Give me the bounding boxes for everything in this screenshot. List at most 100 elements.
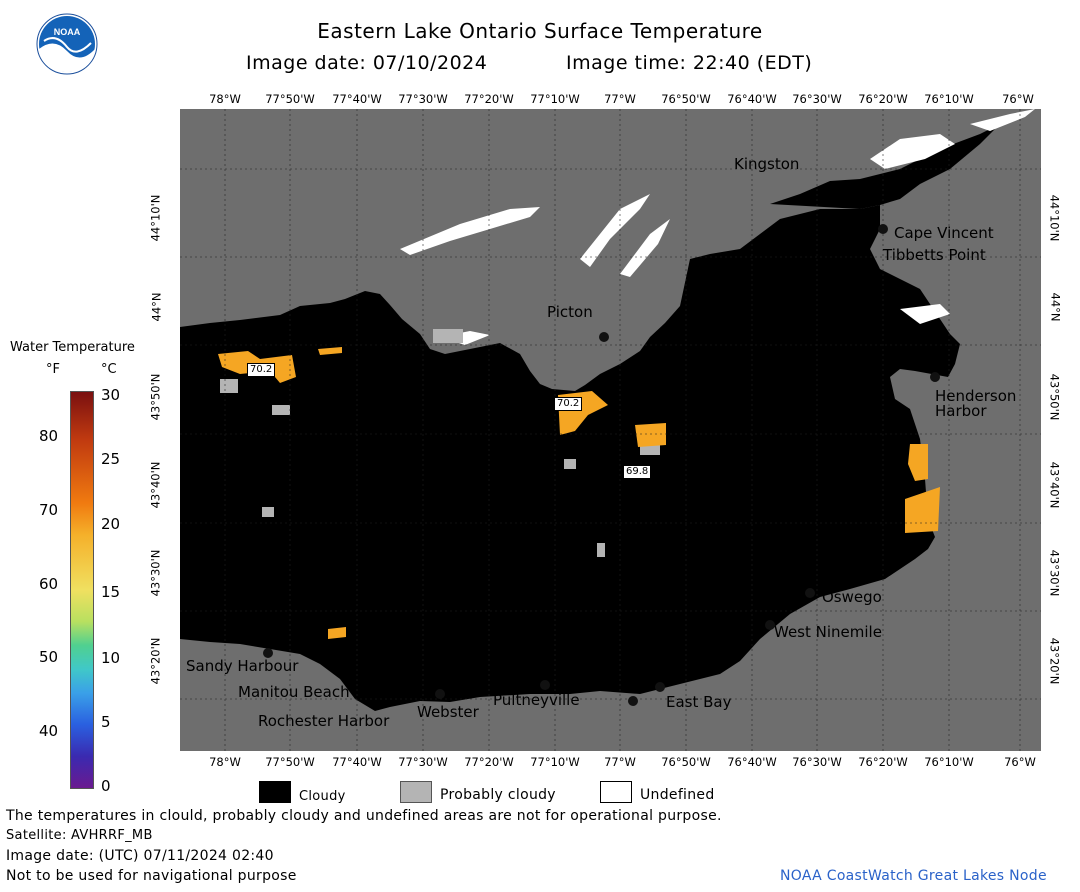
- f-tick: 50: [39, 648, 59, 666]
- temp-callout: 70.2: [247, 363, 276, 377]
- lon-label: 77°10'W: [530, 755, 580, 769]
- lon-label: 76°10'W: [924, 755, 974, 769]
- lat-lon-grid: [180, 109, 1041, 751]
- place-markers: [263, 224, 940, 706]
- lake-cloudy-area: [180, 205, 960, 711]
- probably-cloudy-patch: [262, 507, 274, 517]
- lon-label: 78°W: [209, 755, 241, 769]
- place-label: Manitou Beach: [238, 683, 350, 701]
- warm-water-patch: [905, 487, 940, 533]
- lat-label: 43°20'N: [148, 637, 163, 685]
- temp-callout: 70.2: [554, 397, 583, 411]
- c-tick: 15: [101, 583, 121, 601]
- lon-label: 76°20'W: [858, 92, 908, 106]
- c-tick: 5: [101, 713, 111, 731]
- bottom-lon-axis: 78°W 77°50'W 77°40'W 77°30'W 77°20'W 77°…: [0, 755, 1080, 771]
- probably-cloudy-patch: [433, 329, 463, 343]
- c-tick: 30: [101, 386, 121, 404]
- c-tick: 25: [101, 450, 121, 468]
- image-time-label: Image time: 22:40 (EDT): [566, 52, 813, 74]
- right-lat-axis: 44°10'N 44°N 43°50'N 43°40'N 43°30'N 43°…: [1041, 108, 1080, 752]
- lon-label: 77°W: [604, 92, 636, 106]
- lon-label: 77°10'W: [530, 92, 580, 106]
- f-tick: 70: [39, 501, 59, 519]
- disclaimer-text: The temperatures in clould, probably clo…: [6, 808, 722, 824]
- undefined-swatch: [600, 781, 632, 803]
- lake-map: [180, 109, 1041, 751]
- legend-title: Water Temperature: [10, 340, 135, 355]
- probably-cloudy-label: Probably cloudy: [440, 787, 556, 803]
- undefined-shore-4: [870, 134, 955, 169]
- place-label: Harbor: [935, 402, 987, 420]
- place-label: Tibbetts Point: [883, 246, 986, 264]
- lat-label: 44°N: [1048, 292, 1063, 322]
- place-label: Henderson: [935, 387, 1017, 405]
- probably-cloudy-patch: [640, 445, 660, 455]
- lat-label: 43°40'N: [1047, 461, 1062, 509]
- legend-unit-f: °F: [46, 362, 60, 377]
- undefined-label: Undefined: [640, 787, 715, 803]
- lon-label: 76°W: [1002, 92, 1034, 106]
- lon-label: 76°40'W: [727, 755, 777, 769]
- logo-text: NOAA: [54, 27, 81, 37]
- legend-unit-c: °C: [101, 362, 117, 377]
- place-label: Kingston: [734, 155, 800, 173]
- warm-water-patch: [318, 347, 342, 355]
- credit-link[interactable]: NOAA CoastWatch Great Lakes Node: [780, 868, 1047, 884]
- color-scale-bar: [70, 391, 94, 789]
- lat-label: 44°N: [149, 292, 164, 322]
- lon-label: 77°50'W: [265, 92, 315, 106]
- lon-label: 76°20'W: [858, 755, 908, 769]
- lon-label: 78°W: [209, 92, 241, 106]
- lat-label: 43°30'N: [148, 549, 163, 597]
- lon-label: 77°20'W: [464, 92, 514, 106]
- page-title: Eastern Lake Ontario Surface Temperature: [317, 19, 763, 43]
- place-label: Picton: [547, 303, 593, 321]
- lat-label: 43°50'N: [1047, 373, 1062, 421]
- place-label: Pultneyville: [493, 691, 580, 709]
- lon-label: 76°W: [1004, 755, 1036, 769]
- place-label: Sandy Harbour: [186, 657, 299, 675]
- top-lon-axis: 78°W 77°50'W 77°40'W 77°30'W 77°20'W 77°…: [0, 92, 1080, 108]
- undefined-shore-1: [400, 207, 540, 255]
- warm-water-patch: [328, 627, 346, 639]
- warm-water-patch: [908, 444, 928, 481]
- undefined-shore-2: [580, 194, 650, 267]
- lon-label: 76°10'W: [924, 92, 974, 106]
- f-tick: 80: [39, 427, 59, 445]
- place-label: West Ninemile: [774, 623, 882, 641]
- lon-label: 77°20'W: [464, 755, 514, 769]
- cloudy-swatch: [259, 781, 291, 803]
- warm-water-patch: [635, 423, 666, 447]
- left-lat-axis: 44°10'N 44°N 43°50'N 43°40'N 43°30'N 43°…: [148, 108, 180, 752]
- satellite-text: Satellite: AVHRRF_MB: [6, 828, 153, 843]
- temp-callout: 69.8: [623, 465, 652, 479]
- place-label: Cape Vincent: [894, 224, 994, 242]
- lat-label: 44°10'N: [148, 194, 163, 242]
- lon-label: 76°30'W: [792, 92, 842, 106]
- place-label: Webster: [417, 703, 479, 721]
- lon-label: 77°50'W: [265, 755, 315, 769]
- lon-label: 77°W: [604, 755, 636, 769]
- lon-label: 76°50'W: [661, 755, 711, 769]
- c-tick: 10: [101, 649, 121, 667]
- north-bay-cloudy: [770, 124, 1000, 209]
- noaa-logo: NOAA: [36, 13, 98, 75]
- lon-label: 77°30'W: [398, 92, 448, 106]
- nav-warning-text: Not to be used for navigational purpose: [6, 868, 297, 884]
- f-tick: 60: [39, 575, 59, 593]
- lat-label: 43°50'N: [148, 373, 163, 421]
- probably-cloudy-patch: [564, 459, 576, 469]
- probably-cloudy-swatch: [400, 781, 432, 803]
- c-tick: 0: [101, 777, 111, 795]
- probably-cloudy-patch: [597, 543, 605, 557]
- lon-label: 77°40'W: [332, 755, 382, 769]
- undefined-shore-6: [900, 304, 950, 324]
- utc-date-text: Image date: (UTC) 07/11/2024 02:40: [6, 848, 274, 864]
- lon-label: 77°40'W: [332, 92, 382, 106]
- c-tick: 20: [101, 515, 121, 533]
- lat-label: 43°40'N: [148, 461, 163, 509]
- lon-label: 77°30'W: [398, 755, 448, 769]
- cloudy-label: Cloudy: [299, 789, 346, 804]
- place-label: East Bay: [666, 693, 732, 711]
